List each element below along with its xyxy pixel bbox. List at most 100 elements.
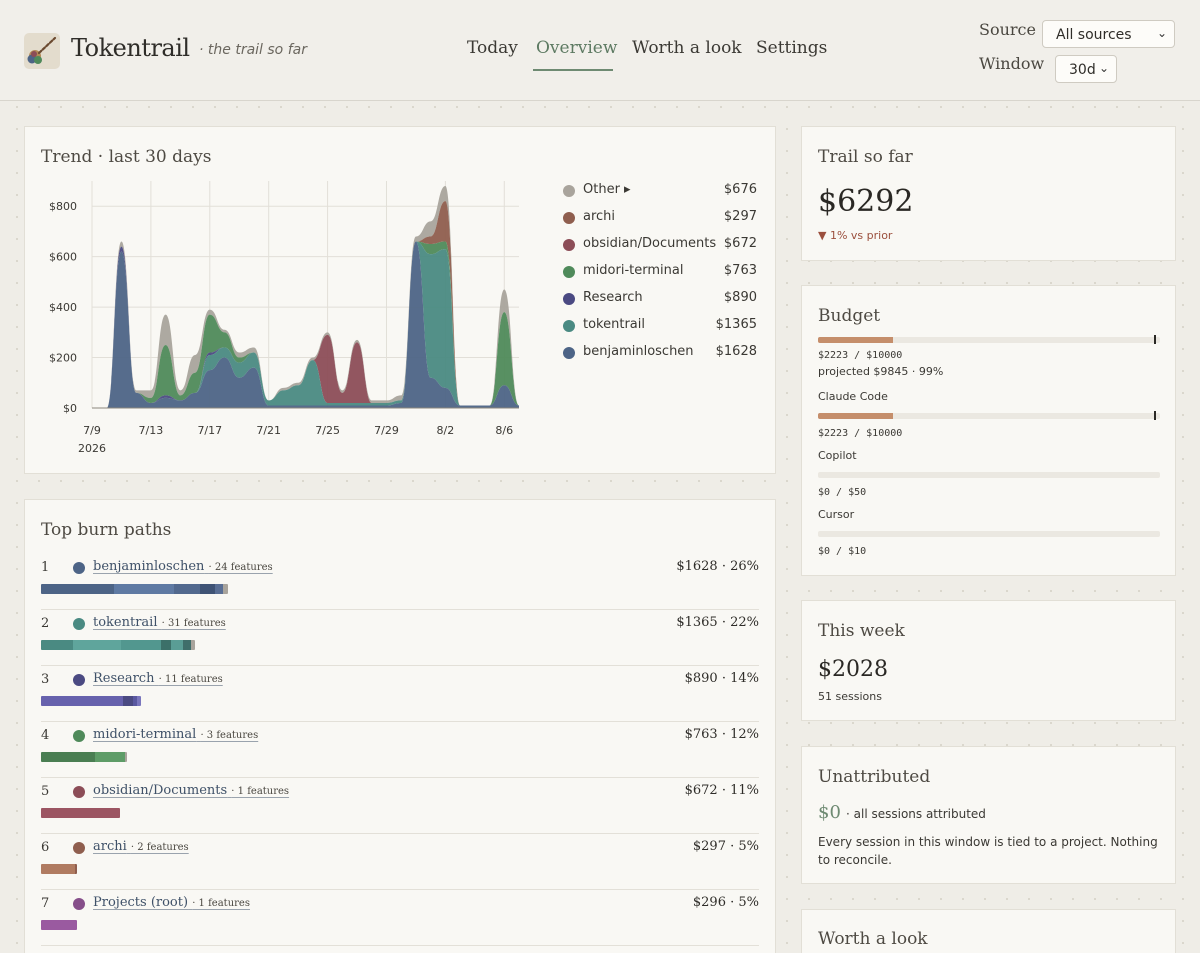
legend-name: obsidian/Documents	[583, 236, 717, 251]
burn-path-bar-segment	[41, 752, 95, 762]
y-tick-label: $0	[63, 402, 77, 415]
chevron-down-icon: ⌄	[1156, 26, 1167, 40]
legend-item-research[interactable]: Research $890	[563, 289, 757, 309]
legend-value: $297	[723, 209, 757, 224]
legend-swatch	[563, 212, 575, 224]
y-tick-label: $800	[49, 200, 77, 213]
unattributed-card: Unattributed $0 · all sessions attribute…	[801, 746, 1176, 884]
unattributed-body: Every session in this window is tied to …	[818, 835, 1158, 867]
y-tick-label: $400	[49, 301, 77, 314]
burn-path-rank: 7	[41, 896, 50, 911]
burn-path-rank: 6	[41, 840, 50, 855]
x-tick-label: 7/17	[197, 424, 222, 437]
burn-path-features: · 1 features	[192, 898, 250, 909]
budget-item-fill	[818, 413, 893, 419]
budget-projected: projected $9845 · 99%	[818, 365, 944, 378]
legend-name: benjaminloschen	[583, 344, 694, 359]
burn-path-bar	[41, 808, 120, 818]
budget-title: Budget	[818, 306, 881, 326]
x-tick-label: 7/13	[139, 424, 164, 437]
burn-path-color-dot	[73, 786, 85, 798]
this-week-total: $2028	[818, 657, 888, 682]
legend-value: $672	[723, 236, 757, 251]
legend-value: $890	[723, 290, 757, 305]
y-tick-label: $200	[49, 352, 77, 365]
burn-path-bar-segment	[41, 864, 75, 874]
burn-path-link[interactable]: Projects (root) · 1 features	[93, 895, 250, 910]
legend-item-tokentrail[interactable]: tokentrail $1365	[563, 316, 757, 336]
burn-path-link[interactable]: Research · 11 features	[93, 671, 223, 686]
budget-item-line: $0 / $50	[818, 487, 867, 498]
burn-path-link[interactable]: obsidian/Documents · 1 features	[93, 783, 289, 798]
burn-path-link[interactable]: benjaminloschen · 24 features	[93, 559, 273, 574]
burn-path-bar-segment	[41, 696, 123, 706]
burn-path-bar-segment	[171, 640, 183, 650]
app-logo	[24, 33, 60, 69]
burn-path-bar-segment	[123, 696, 133, 706]
burn-path-rank: 5	[41, 784, 50, 799]
burn-path-name: archi	[93, 839, 127, 854]
nav-today[interactable]: Today	[467, 38, 518, 58]
burn-path-link[interactable]: archi · 2 features	[93, 839, 189, 854]
budget-item-line: $0 / $10	[818, 546, 867, 557]
budget-item-name: Copilot	[818, 449, 857, 462]
legend-swatch	[563, 347, 575, 359]
brand-name: Tokentrail	[71, 34, 190, 62]
burn-path-color-dot	[73, 674, 85, 686]
legend-item-obsidian-documents[interactable]: obsidian/Documents $672	[563, 235, 757, 255]
burn-paths-card: Top burn paths 1 benjaminloschen · 24 fea…	[24, 499, 776, 953]
burn-path-bar-segment	[161, 640, 171, 650]
burn-path-row: 1 benjaminloschen · 24 features $1628 · 26…	[41, 554, 759, 610]
this-week-sessions: 51 sessions	[818, 690, 882, 703]
burn-path-link[interactable]: tokentrail · 31 features	[93, 615, 226, 630]
burn-path-name: obsidian/Documents	[93, 783, 228, 798]
legend-swatch	[563, 320, 575, 332]
legend-item-other[interactable]: Other ▸ $676	[563, 181, 757, 201]
legend-name: Research	[583, 290, 643, 305]
legend-item-midori-terminal[interactable]: midori-terminal $763	[563, 262, 757, 282]
legend-item-benjaminloschen[interactable]: benjaminloschen $1628	[563, 343, 757, 363]
burn-path-bar-segment	[95, 752, 125, 762]
burn-path-bar-segment	[183, 640, 191, 650]
budget-item-line: $2223 / $10000	[818, 428, 903, 439]
legend-value: $1365	[715, 317, 757, 332]
budget-total-line: $2223 / $10000	[818, 350, 903, 361]
burn-path-cost: $296 · 5%	[692, 895, 759, 910]
window-select[interactable]: 30d ⌄	[1055, 55, 1117, 83]
budget-item-bar	[818, 472, 1160, 478]
budget-card: Budget $2223 / $10000 projected $9845 · …	[801, 285, 1176, 576]
source-select[interactable]: All sources ⌄	[1042, 20, 1175, 48]
burn-path-link[interactable]: midori-terminal · 3 features	[93, 727, 258, 742]
legend-swatch	[563, 266, 575, 278]
burn-path-bar-segment	[133, 696, 137, 706]
brush-trail-icon	[27, 36, 57, 64]
burn-path-cost: $890 · 14%	[684, 671, 759, 686]
nav-worth-a-look[interactable]: Worth a look	[632, 38, 742, 58]
burn-path-rank: 2	[41, 616, 50, 631]
budget-marker	[1154, 335, 1156, 344]
burn-path-bar-segment	[215, 584, 223, 594]
burn-path-color-dot	[73, 618, 85, 630]
burn-path-rank: 4	[41, 728, 50, 743]
x-year-label: 2026	[78, 442, 106, 455]
legend-value: $763	[723, 263, 757, 278]
burn-path-features: · 24 features	[208, 562, 273, 573]
burn-path-bar-segment	[125, 752, 127, 762]
burn-path-bar-segment	[41, 808, 120, 818]
burn-path-features: · 3 features	[200, 730, 259, 741]
burn-path-bar-segment	[41, 584, 114, 594]
x-tick-label: 7/21	[256, 424, 281, 437]
nav-overview[interactable]: Overview	[536, 38, 618, 58]
burn-path-cost: $297 · 5%	[692, 839, 759, 854]
legend-value: $1628	[715, 344, 757, 359]
series-area-other-	[92, 186, 519, 408]
burn-path-bar	[41, 864, 77, 874]
nav-settings[interactable]: Settings	[756, 38, 828, 58]
legend-item-archi[interactable]: archi $297	[563, 208, 757, 228]
burn-path-bar-segment	[174, 584, 200, 594]
x-tick-label: 7/29	[374, 424, 399, 437]
burn-path-row: 2 tokentrail · 31 features $1365 · 22%	[41, 610, 759, 666]
burn-path-cost: $1365 · 22%	[676, 615, 759, 630]
worth-a-look-title: Worth a look	[818, 929, 928, 949]
burn-path-bar-segment	[73, 640, 121, 650]
